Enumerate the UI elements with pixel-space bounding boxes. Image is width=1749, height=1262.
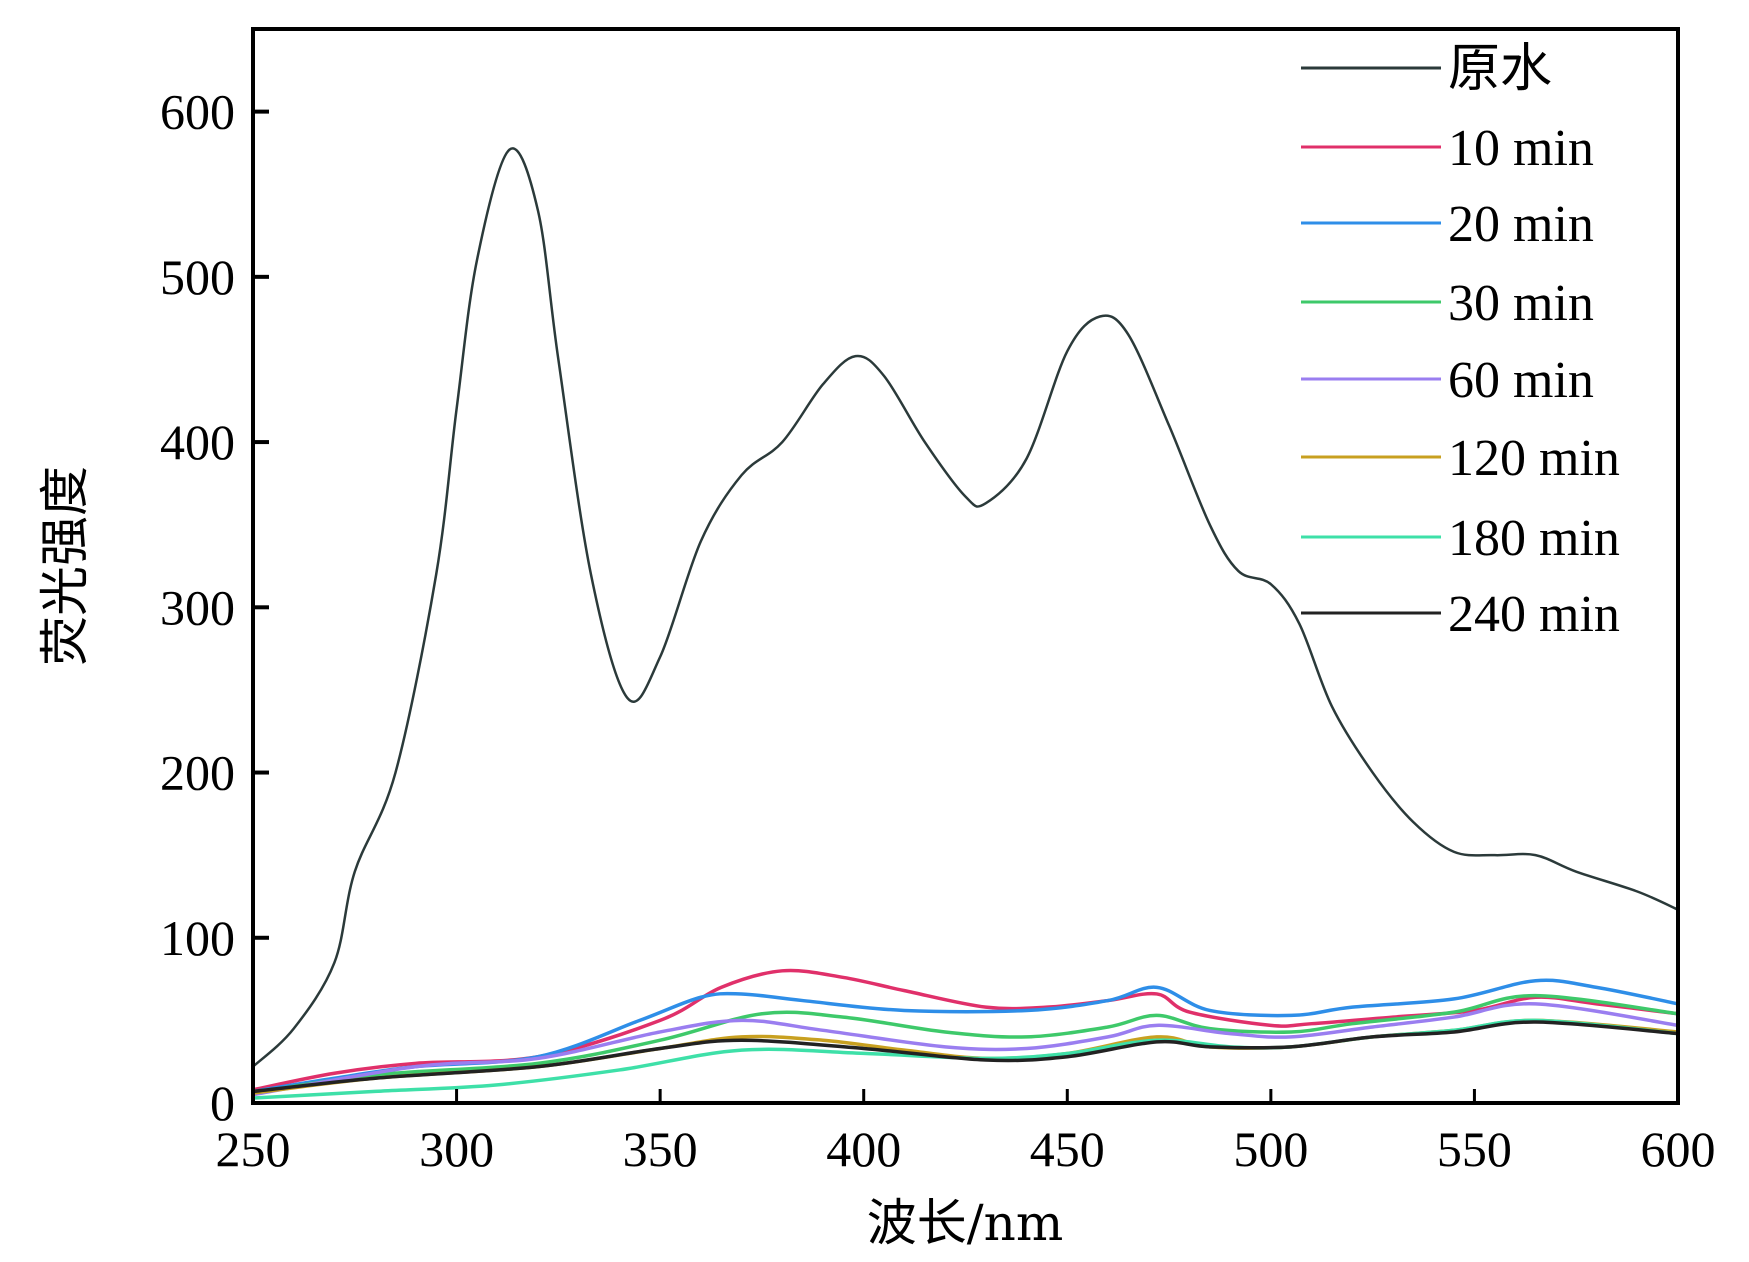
x-tick-label: 450 — [1030, 1121, 1105, 1177]
y-tick-label: 600 — [160, 84, 235, 140]
x-tick-label: 250 — [216, 1121, 291, 1177]
y-tick-label: 300 — [160, 579, 235, 635]
legend-label: 120 min — [1448, 430, 1620, 487]
legend-label: 30 min — [1448, 275, 1594, 332]
x-tick-label: 400 — [826, 1121, 901, 1177]
x-axis-title: 波长/nm — [867, 1194, 1063, 1252]
y-tick-label: 500 — [160, 249, 235, 305]
y-axis-ticks: 0 100 200 300 400 500 600 — [160, 84, 269, 1131]
series-line-3 — [252, 993, 1679, 1095]
y-tick-label: 0 — [210, 1075, 235, 1131]
y-axis-title: 荧光强度 — [36, 466, 94, 666]
legend-label: 180 min — [1448, 510, 1620, 567]
series-line-4 — [252, 1002, 1679, 1097]
legend: 原水 10 min 20 min 30 min 60 min 120 min 180 min… — [1301, 41, 1620, 643]
x-tick-label: 550 — [1437, 1121, 1512, 1177]
series-line-0 — [252, 147, 1679, 1068]
series-line-7 — [252, 1020, 1679, 1094]
y-tick-label: 400 — [160, 414, 235, 470]
y-tick-label: 100 — [160, 910, 235, 966]
x-tick-label: 500 — [1233, 1121, 1308, 1177]
series-lines — [252, 147, 1679, 1100]
legend-label: 10 min — [1448, 120, 1594, 177]
x-tick-label: 600 — [1641, 1121, 1716, 1177]
legend-label: 原水 — [1448, 41, 1552, 98]
legend-label: 60 min — [1448, 352, 1594, 409]
plot-frame — [251, 27, 1680, 1105]
x-tick-label: 300 — [419, 1121, 494, 1177]
x-axis-ticks: 250 300 350 400 450 500 550 600 — [216, 1089, 1716, 1177]
x-tick-label: 350 — [623, 1121, 698, 1177]
legend-label: 240 min — [1448, 586, 1620, 643]
series-line-2 — [252, 978, 1679, 1094]
legend-label: 20 min — [1448, 196, 1594, 253]
y-tick-label: 200 — [160, 745, 235, 801]
